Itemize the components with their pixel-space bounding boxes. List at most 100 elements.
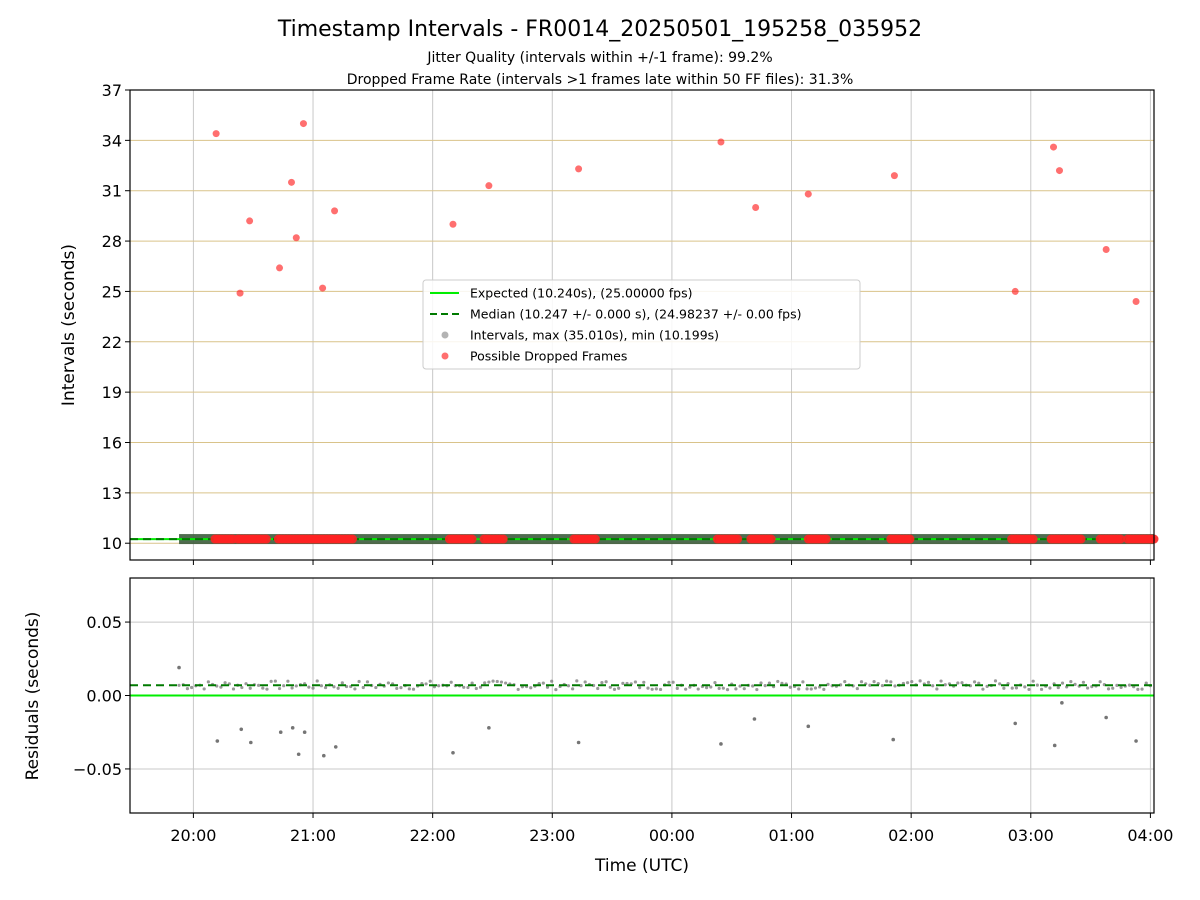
residual-point [752,717,757,721]
residual-point [411,687,416,691]
residual-point [1014,686,1019,690]
residual-point [893,684,897,688]
residual-point [1060,681,1065,685]
dropped-frame-point [1011,287,1019,295]
dropped-frame-point [821,534,831,544]
residual-point [323,685,328,690]
residual-point [579,684,583,688]
residual-point [1013,721,1018,726]
residual-point [296,752,301,757]
residual-point [1081,680,1086,684]
top-y-tick-label: 22 [102,333,122,352]
x-tick-label: 20:00 [170,826,216,845]
residual-point [960,681,964,685]
dropped-frame-point [212,130,220,138]
residual-point [1031,679,1035,683]
residual-point [321,753,326,758]
dropped-frame-point [804,190,812,198]
residual-point [943,683,947,687]
legend-box [422,279,861,370]
residual-point [185,687,190,691]
residual-point [1056,685,1060,690]
x-tick-label: 02:00 [888,826,934,845]
residual-point [239,727,244,732]
residual-point [600,681,604,685]
residual-point [1060,701,1064,705]
residual-point [1104,715,1108,720]
residual-point [571,687,575,691]
legend-intervals-swatch [441,331,449,339]
dropped-frame-point [766,534,776,544]
top-y-tick-label: 19 [102,383,122,402]
residual-point [843,680,847,684]
residual-point [190,685,194,690]
residual-point [554,687,558,692]
dropped-frame-point [449,220,457,228]
residual-point [407,687,411,691]
residual-point [1086,686,1090,690]
dropped-frame-point [485,182,493,190]
residual-point [302,730,307,735]
residual-point [688,685,692,689]
residual-point [880,683,885,688]
top-y-tick-label: 13 [102,484,122,503]
residual-point [713,681,717,685]
residual-point [529,686,533,690]
dropped-frame-point [467,534,477,544]
bottom-y-tick-label: −0.05 [73,760,122,779]
dropped-frame-point [261,534,271,544]
residual-point [1098,680,1102,684]
residual-point [575,679,579,683]
residual-point [357,679,361,684]
residual-point [1134,739,1138,743]
residual-point [1111,686,1115,690]
residual-point [495,679,499,684]
residual-point [223,681,227,685]
top-y-tick-label: 28 [102,232,122,251]
residual-point [374,685,378,690]
x-tick-label: 00:00 [649,826,695,845]
residual-point [516,687,520,692]
residual-point [935,687,939,691]
top-y-tick-label: 37 [102,81,122,100]
dropped-frame-point [1116,534,1126,544]
chart-title: Timestamp Intervals - FR0014_20250501_19… [277,17,922,42]
residual-point [910,679,914,684]
residual-point [859,680,864,684]
residual-point [918,679,922,683]
legend-dropped-swatch [441,352,449,360]
residual-point [282,684,286,688]
residual-point [805,687,809,691]
residual-point [1127,683,1132,687]
dropped-frame-point [1055,167,1063,175]
x-tick-label: 21:00 [290,826,336,845]
residual-point [780,681,784,685]
dropped-frame-point [236,289,244,297]
residual-point [755,687,759,692]
residual-point [395,686,399,691]
residual-point [719,742,723,746]
residual-point [248,686,252,690]
residual-point [399,686,403,690]
residual-point [1073,682,1077,686]
dropped-frame-point [1028,534,1038,544]
top-y-axis-label: Intervals (seconds) [59,244,79,406]
legend-entry-label: Intervals, max (35.010s), min (10.199s) [470,328,719,343]
residual-point [905,681,910,685]
residual-point [684,687,688,691]
residual-point [219,685,223,689]
residual-point [307,685,311,689]
top-y-tick-label: 16 [102,434,122,453]
residual-point [365,680,370,684]
residual-point [449,680,453,684]
dropped-frame-point [733,534,743,544]
residual-point [277,686,282,691]
residual-point [386,681,390,685]
residual-point [654,687,658,691]
residual-point [1136,687,1140,691]
residual-point [1039,687,1044,691]
residual-point [261,686,265,690]
residual-point [612,687,617,692]
residual-point [642,680,646,684]
